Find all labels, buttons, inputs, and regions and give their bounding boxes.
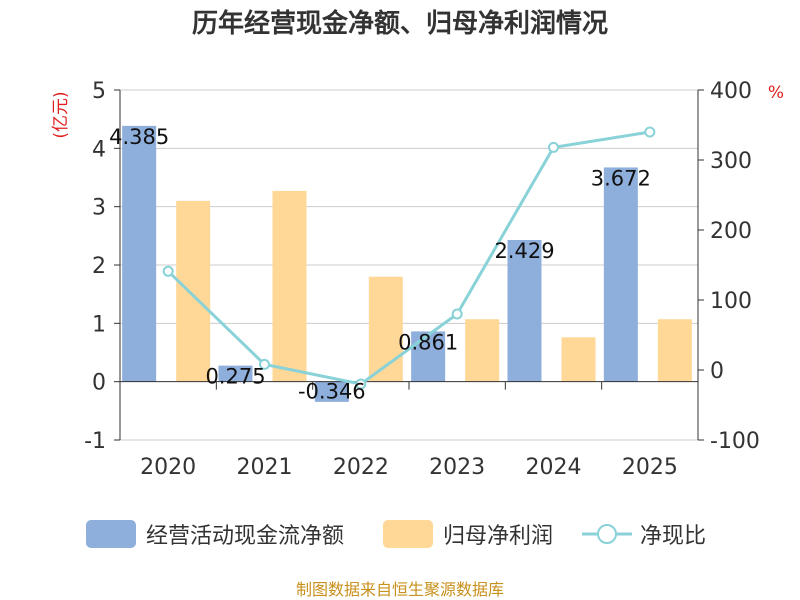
legend-label: 净现比 xyxy=(640,524,706,549)
y-right-tick-label: 200 xyxy=(710,219,752,244)
y-left-tick-label: 4 xyxy=(92,137,106,162)
y-left-tick-label: 1 xyxy=(92,312,106,337)
legend-swatch xyxy=(383,520,433,548)
x-tick-label: 2022 xyxy=(333,455,389,480)
y-left-unit-label: (亿元) xyxy=(51,91,71,138)
axes: 5 4 3 2 1 0 -1 400 300 200 100 0 -100 2020 2021 2022 202… xyxy=(84,79,760,480)
y-left-tick-label: 3 xyxy=(92,196,106,221)
cashflow-bar xyxy=(314,381,349,402)
legend-marker xyxy=(597,524,617,544)
gridlines xyxy=(120,89,698,441)
y-right-tick-label: -100 xyxy=(710,429,760,454)
x-tick-label: 2025 xyxy=(622,455,678,480)
y-right-tick-label: 100 xyxy=(710,289,752,314)
y-left-tick-label: 2 xyxy=(92,254,106,279)
x-tick-label: 2020 xyxy=(140,455,196,480)
net-profit-bar xyxy=(272,190,307,382)
cashflow-bar xyxy=(603,167,638,382)
y-right-tick-label: 300 xyxy=(710,149,752,174)
legend-label: 归母净利润 xyxy=(443,524,553,549)
y-right-tick-label: 400 xyxy=(710,79,752,104)
ratio-point xyxy=(644,126,656,138)
cashflow-bar xyxy=(122,125,157,382)
x-tick-label: 2021 xyxy=(237,455,293,480)
legend-swatch xyxy=(86,520,136,548)
bars xyxy=(122,125,692,402)
y-right-unit-label: % xyxy=(768,83,784,103)
y-left-tick-label: -1 xyxy=(84,429,106,454)
ratio-line xyxy=(167,130,651,386)
y-right-tick-label: 0 xyxy=(710,359,724,384)
ratio-point xyxy=(162,265,174,277)
ratio-line-series xyxy=(162,126,656,390)
legend: 经营活动现金流净额 归母净利润 净现比 xyxy=(86,520,706,549)
ratio-point xyxy=(355,378,367,390)
chart-title: 历年经营现金净额、归母净利润情况 xyxy=(192,8,608,39)
y-left-tick-label: 5 xyxy=(92,79,106,104)
net-profit-bar xyxy=(657,319,692,382)
net-profit-bar xyxy=(465,319,500,382)
cashflow-data-label: 2.429 xyxy=(494,239,554,263)
cashflow-bar xyxy=(218,365,253,382)
cashflow-data-label: 0.861 xyxy=(398,330,458,354)
legend-label: 经营活动现金流净额 xyxy=(146,524,344,549)
cashflow-data-label: 4.385 xyxy=(109,125,169,149)
net-profit-bar xyxy=(176,200,211,382)
ratio-point xyxy=(259,358,270,370)
net-profit-bar xyxy=(561,337,596,382)
source-note: 制图数据来自恒生聚源数据库 xyxy=(296,580,504,599)
cashflow-bar xyxy=(507,239,542,382)
cashflow-data-label: -0.346 xyxy=(298,380,366,404)
cashflow-data-label: 0.275 xyxy=(205,365,265,389)
x-tick-label: 2024 xyxy=(526,455,582,480)
ratio-point xyxy=(451,308,463,320)
cashflow-data-label: 3.672 xyxy=(591,166,651,190)
ratio-point xyxy=(548,141,559,153)
cashflow-bar xyxy=(411,331,446,382)
x-tick-label: 2023 xyxy=(429,455,485,480)
y-left-tick-label: 0 xyxy=(92,371,106,396)
data-labels: 4.385 0.275 -0.346 0.861 2.429 3.672 xyxy=(109,125,651,404)
